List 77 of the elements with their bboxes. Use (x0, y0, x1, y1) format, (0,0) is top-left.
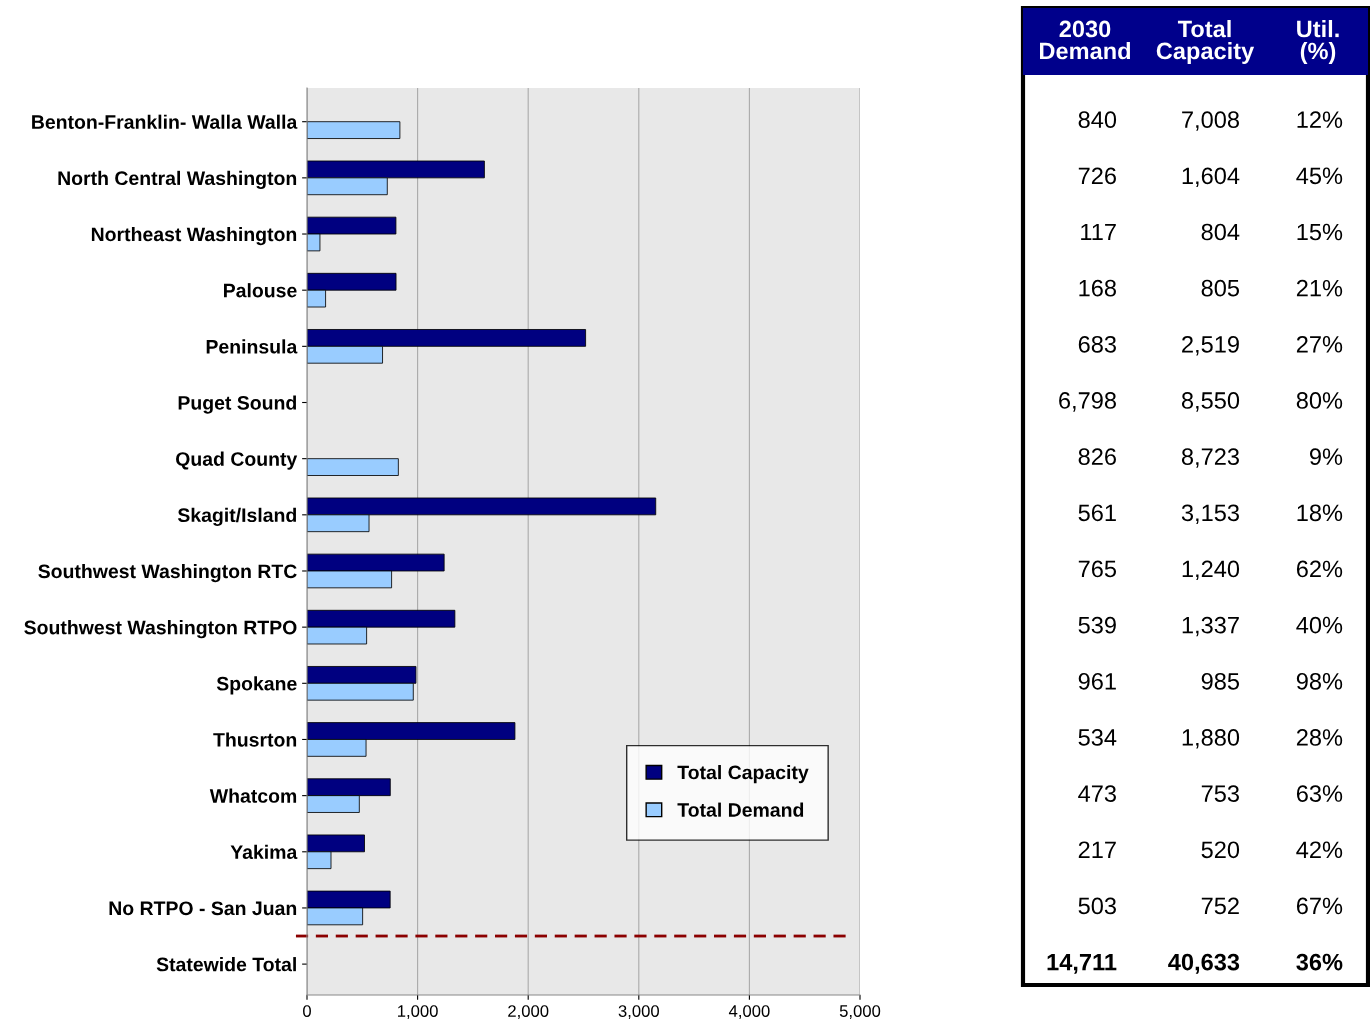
text: 765 (1078, 560, 1117, 578)
text: 473 (1078, 785, 1116, 802)
text: 539 (1078, 616, 1116, 634)
text: 98% (1296, 672, 1343, 690)
y-tick-label: Southwest Washington RTC (38, 563, 297, 583)
text: 18% (1297, 504, 1343, 522)
text: 804 (1201, 223, 1240, 241)
text: 63% (1296, 785, 1343, 802)
text: 40% (1296, 616, 1343, 634)
text: 1,240 (1182, 560, 1240, 581)
y-tick-label: North Central Washington (58, 170, 297, 190)
text: 534 (1078, 729, 1117, 746)
x-tick-label: 5,000 (839, 1005, 881, 1019)
text: 683 (1078, 335, 1116, 353)
text: 826 (1078, 448, 1116, 465)
text: 1,337 (1182, 616, 1239, 637)
y-tick-label: Statewide Total (156, 957, 296, 972)
bar (307, 458, 399, 476)
legend-label: Total Capacity (677, 765, 809, 784)
text: 42% (1296, 841, 1343, 859)
text: 117 (1081, 223, 1116, 241)
x-tick-label: 1,000 (398, 1005, 438, 1019)
text: 961 (1078, 672, 1116, 690)
text: 752 (1201, 897, 1239, 915)
text: 14,711 (1047, 953, 1117, 974)
y-tick-label: Puget Sound (178, 395, 297, 414)
y-tick-label: Benton-Franklin- Walla Walla (32, 114, 298, 129)
y-tick-label: Skagit/Island (177, 507, 297, 526)
text: 805 (1201, 279, 1240, 297)
x-tick-label: 2,000 (508, 1005, 549, 1019)
text: 1,604 (1182, 167, 1240, 187)
text: 8,723 (1181, 448, 1239, 468)
text: 12% (1297, 111, 1343, 128)
bar (307, 121, 401, 139)
text: 3,153 (1181, 504, 1239, 524)
legend-label: Total Demand (677, 802, 804, 817)
text: 168 (1079, 279, 1116, 297)
y-tick-label: Peninsula (206, 339, 298, 354)
x-tick-label: 0 (303, 1005, 311, 1017)
text: 80% (1296, 392, 1343, 409)
text: 7,008 (1182, 111, 1239, 131)
text: 753 (1201, 785, 1239, 802)
y-tick-label: Whatcom (209, 788, 297, 803)
text: 726 (1078, 167, 1116, 185)
text: 40,633 (1168, 953, 1240, 974)
y-tick-label: No RTPO - San Juan (109, 901, 297, 916)
text: 36% (1296, 953, 1343, 971)
text: 15% (1297, 223, 1343, 241)
text: 503 (1078, 897, 1116, 915)
text: 217 (1078, 841, 1116, 858)
x-tick-label: 3,000 (618, 1005, 659, 1019)
x-tick-label: 4,000 (728, 1005, 770, 1019)
text: 28% (1296, 729, 1343, 746)
text: 840 (1078, 111, 1117, 129)
text: 45% (1296, 167, 1343, 185)
text: 62% (1296, 560, 1343, 578)
text: 520 (1201, 841, 1240, 859)
y-tick-label: Spokane (216, 676, 297, 695)
text: 1,880 (1182, 729, 1240, 749)
text: 2,519 (1182, 335, 1239, 356)
text: 27% (1296, 335, 1343, 353)
text: 6,798 (1059, 392, 1116, 412)
text: 21% (1296, 279, 1343, 297)
y-tick-label: Yakima (230, 844, 298, 860)
text: 561 (1078, 504, 1116, 522)
text: 67% (1296, 897, 1343, 915)
y-tick-label: Thusrton (213, 732, 297, 747)
text: 9% (1309, 448, 1343, 465)
text: Util. (%) (1297, 19, 1339, 65)
text: Total Capacity (1156, 19, 1255, 65)
y-tick-label: Southwest Washington RTPO (24, 620, 297, 639)
y-tick-label: Northeast Washington (91, 226, 297, 246)
text: 985 (1201, 672, 1240, 690)
text: 2030 Demand (1040, 20, 1131, 60)
y-tick-label: Quad County (176, 451, 298, 470)
text: 8,550 (1181, 392, 1240, 412)
y-tick-label: Palouse (224, 283, 297, 298)
